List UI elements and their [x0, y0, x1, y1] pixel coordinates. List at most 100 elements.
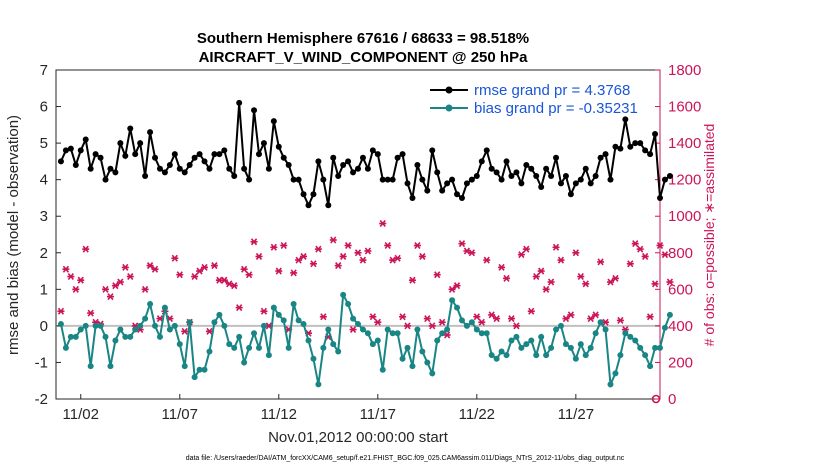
obs-point: [522, 245, 530, 253]
rmse-point: [419, 176, 426, 183]
obs-point: [418, 252, 426, 260]
bias-point: [181, 363, 188, 370]
rmse-point: [647, 151, 654, 158]
bias-point: [409, 363, 416, 370]
bias-point: [330, 341, 337, 348]
rmse-point: [196, 151, 203, 158]
obs-point: [537, 267, 545, 275]
rmse-point: [389, 176, 396, 183]
rmse-point: [508, 173, 515, 180]
y-right-tick-label: 400: [668, 318, 693, 335]
bias-point: [132, 326, 139, 333]
bias-point: [340, 291, 347, 298]
rmse-point: [107, 165, 114, 172]
y-left-tick-label: -2: [35, 391, 48, 408]
bias-point: [468, 319, 475, 326]
bias-point: [147, 300, 154, 307]
obs-point: [374, 318, 382, 326]
bias-point: [652, 344, 659, 351]
bias-point: [295, 317, 302, 324]
obs-point: [250, 238, 258, 246]
bias-point: [315, 381, 322, 388]
obs-point: [394, 254, 402, 262]
rmse-series: [57, 99, 673, 209]
obs-point: [121, 263, 129, 271]
bias-point: [637, 344, 644, 351]
legend: rmse grand pr = 4.3768 bias grand pr = -…: [430, 82, 638, 117]
bias-point: [657, 344, 663, 351]
rmse-point: [87, 165, 94, 172]
x-tick-label: 11/12: [261, 406, 297, 423]
obs-point: [552, 243, 560, 251]
rmse-point: [176, 165, 183, 172]
x-tick-label: 11/17: [360, 406, 396, 423]
rmse-point: [666, 173, 673, 180]
rmse-point: [315, 158, 322, 165]
rmse-point: [627, 143, 634, 150]
bias-point: [176, 341, 183, 348]
obs-point: [488, 311, 496, 319]
x-axis: 11/02 11/07 11/12 11/17 11/22 11/27: [63, 394, 594, 423]
obs-point: [210, 262, 218, 270]
rmse-point: [458, 194, 465, 201]
bias-point: [72, 333, 79, 340]
rmse-point: [582, 165, 589, 172]
obs-point: [62, 265, 70, 273]
bias-point: [67, 333, 74, 340]
bias-point: [87, 363, 94, 370]
bias-point: [127, 333, 134, 340]
bias-point: [449, 297, 456, 304]
obs-point: [111, 282, 119, 290]
rmse-point: [102, 176, 109, 183]
rmse-point: [142, 173, 149, 180]
bias-point: [171, 322, 178, 329]
rmse-point: [127, 125, 134, 132]
plot-area: [55, 69, 661, 400]
chart-title-line2: AIRCRAFT_V_WIND_COMPONENT @ 250 hPa: [199, 49, 529, 66]
obs-point: [547, 278, 555, 286]
y-right-tick-label: 800: [668, 245, 693, 262]
obs-end-point: [651, 394, 661, 404]
bias-point: [265, 352, 272, 359]
rmse-point: [632, 140, 639, 147]
rmse-point: [394, 154, 401, 161]
obs-point: [151, 265, 159, 273]
rmse-point: [280, 154, 287, 161]
rmse-point: [251, 107, 258, 114]
rmse-point: [191, 154, 198, 161]
y-right-tick-label: 1400: [668, 135, 701, 152]
bias-point: [221, 322, 228, 329]
obs-point: [379, 220, 387, 228]
obs-point: [176, 271, 184, 279]
rmse-point: [117, 140, 124, 147]
obs-point: [255, 252, 263, 260]
y-left-tick-label: -1: [35, 354, 48, 371]
rmse-point: [587, 180, 594, 187]
bias-point: [290, 300, 297, 307]
bias-point: [226, 341, 233, 348]
rmse-point: [657, 194, 663, 201]
obs-point: [646, 313, 654, 321]
obs-point: [196, 267, 204, 275]
rmse-point: [92, 151, 99, 158]
rmse-point: [166, 162, 173, 169]
bias-point: [602, 326, 609, 333]
obs-point: [260, 307, 268, 315]
rmse-point: [557, 180, 564, 187]
obs-point: [473, 313, 481, 321]
bias-point: [142, 315, 149, 322]
rmse-point: [523, 162, 530, 169]
rmse-point: [359, 154, 366, 161]
bias-point: [97, 322, 104, 329]
bias-point: [567, 344, 574, 351]
rmse-point: [181, 169, 188, 176]
bias-point: [270, 304, 277, 311]
rmse-point: [216, 151, 223, 158]
obs-point: [413, 241, 421, 249]
rmse-point: [112, 169, 119, 176]
bias-point: [206, 348, 213, 355]
obs-point: [611, 274, 619, 282]
bias-point: [369, 341, 376, 348]
obs-point: [512, 322, 520, 330]
